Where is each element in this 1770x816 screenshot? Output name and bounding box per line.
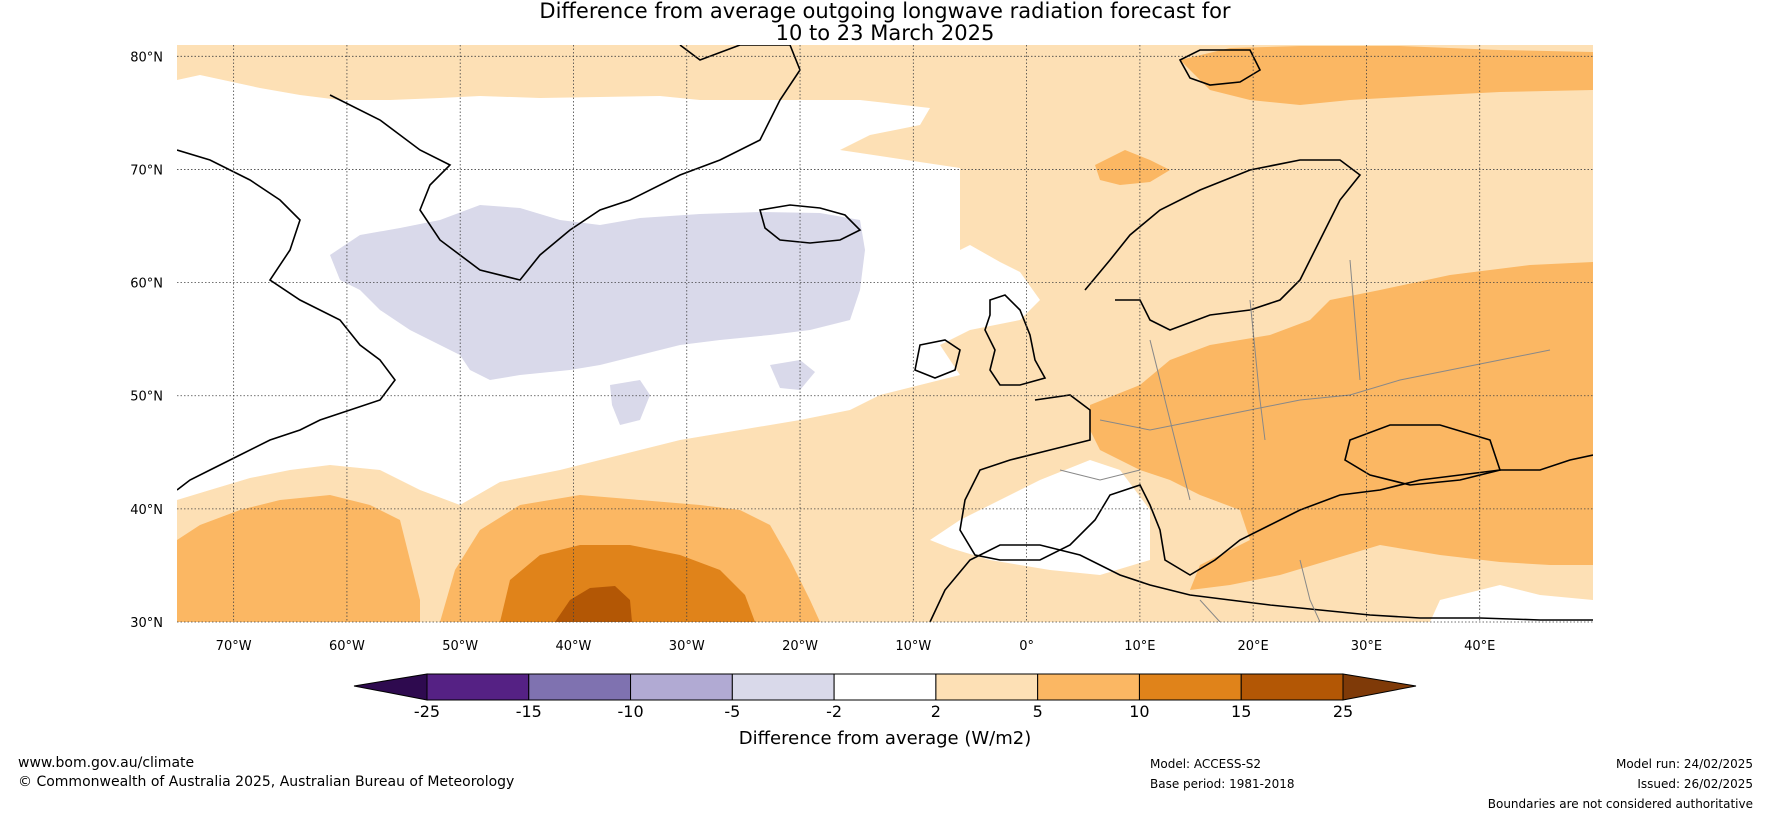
colorbar-box [1138,673,1242,701]
coastline-britain [984,294,1047,386]
longitude-label: 70°W [216,639,252,654]
colorbar-box [1037,673,1140,701]
longitude-label: 40°E [1464,639,1495,654]
coastline-scandinavia [1084,159,1362,331]
footer-disclaimer: Boundaries are not considered authoritat… [1487,797,1753,811]
colorbar-box [833,673,937,701]
anomaly-region-near-normal-sw [1430,585,1593,622]
colorbar-box [731,673,835,701]
anomaly-region-light-purple-small [770,360,815,390]
coastline-greenland [329,45,801,281]
anomaly-field [177,45,1593,622]
latitude-labels: 80°N 70°N 60°N 50°N 40°N 30°N [130,50,163,631]
coastline-north-america [177,149,396,491]
footer-base-period: Base period: 1981-2018 [1150,777,1295,791]
colorbar-labels: -25 -15 -10 -5 -2 2 5 10 15 25 [414,702,1353,720]
footer-url: www.bom.gov.au/climate [18,755,195,771]
footer-model: Model: ACCESS-S2 [1150,757,1262,771]
colorbar-high-extension [1342,673,1417,701]
colorbar-tick-label: -10 [617,702,643,720]
coastline-svalbard [1178,49,1262,86]
gridlines [177,45,1593,623]
coastline-europe [959,394,1593,576]
longitude-label: 30°W [669,639,705,654]
longitude-label: 20°E [1238,639,1269,654]
anomaly-region-dark-orange [500,545,755,622]
colorbar-title: Difference from average (W/m2) [738,728,1032,749]
coastline-black-sea [1344,424,1502,486]
longitude-label: 60°W [329,639,365,654]
colorbar-tick-label: 25 [1333,702,1353,720]
colorbar-box [426,673,530,701]
anomaly-region-light-purple-small2 [610,380,650,425]
latitude-label: 80°N [130,50,163,65]
colorbar-tick-label: 2 [931,702,941,720]
coastline-iceland [758,204,862,244]
anomaly-region-orange-southwest [177,495,420,622]
country-borders [1059,259,1551,622]
coastlines [177,45,1593,622]
anomaly-region-orange-norway [1095,150,1170,185]
longitude-label: 0° [1019,639,1034,654]
colorbar-tick-label: 5 [1033,702,1043,720]
colorbar-box [528,673,632,701]
longitude-label: 50°W [442,639,478,654]
longitude-label: 10°W [895,639,931,654]
latitude-label: 50°N [130,390,163,405]
map-title-line1: Difference from average outgoing longwav… [539,0,1231,23]
coastline-ireland [914,339,961,379]
longitude-label: 30°E [1351,639,1382,654]
colorbar-low-extension [353,673,428,701]
colorbar-tick-label: -5 [724,702,740,720]
anomaly-region-orange-europe [1090,262,1593,590]
colorbar-tick-label: -2 [826,702,842,720]
colorbar-box [630,673,733,701]
forecast-map: 80°N 70°N 60°N 50°N 40°N 30°N 70°W 60°W 50°W 40°… [130,45,1593,654]
colorbar-tick-label: -25 [414,702,440,720]
longitude-label: 40°W [556,639,592,654]
latitude-label: 60°N [130,277,163,292]
latitude-label: 30°N [130,616,163,631]
longitude-label: 10°E [1124,639,1155,654]
footer-model-run: Model run: 24/02/2025 [1615,757,1753,771]
colorbar-box [1240,673,1344,701]
latitude-label: 40°N [130,503,163,518]
anomaly-region-darkest-orange [555,586,632,622]
colorbar-box [935,673,1039,701]
anomaly-region-light-purple [330,205,865,380]
colorbar-tick-label: -15 [516,702,542,720]
colorbar-tick-label: 15 [1231,702,1251,720]
colorbar-boxes [426,673,1344,701]
colorbar: -25 -15 -10 -5 -2 2 5 10 15 25 [353,673,1417,720]
footer-issued: Issued: 26/02/2025 [1637,777,1753,791]
longitude-label: 20°W [782,639,818,654]
anomaly-region-orange-arctic [1180,46,1593,105]
anomaly-region-near-normal-med [930,460,1150,575]
map-title-line2: 10 to 23 March 2025 [775,21,995,45]
coastline-north-africa [929,544,1593,622]
colorbar-tick-label: 10 [1129,702,1149,720]
longitude-labels: 70°W 60°W 50°W 40°W 30°W 20°W 10°W 0° 10°E 20°E 30… [216,639,1496,654]
latitude-label: 70°N [130,163,163,178]
footer-copyright: © Commonwealth of Australia 2025, Austra… [18,774,515,790]
